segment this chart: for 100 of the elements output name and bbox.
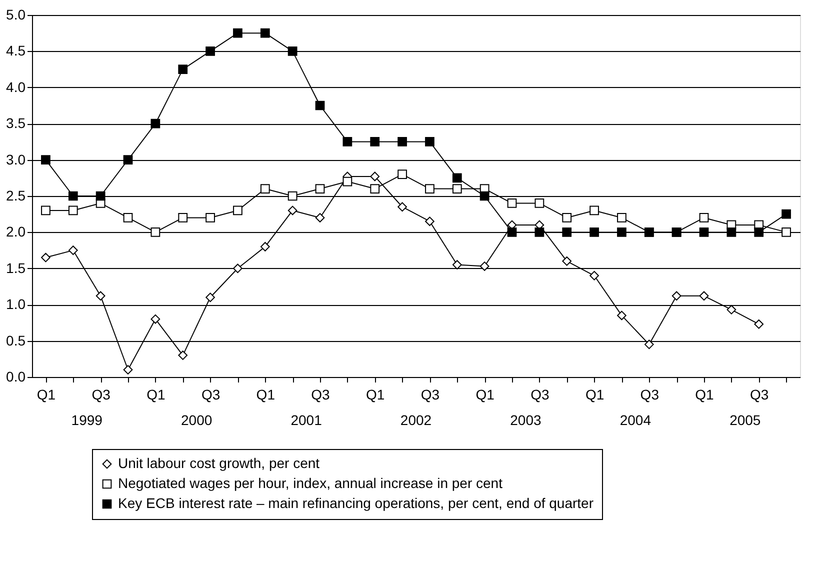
point bbox=[754, 228, 764, 237]
point bbox=[562, 213, 572, 222]
point bbox=[617, 310, 626, 320]
y-tick-label: 4.5 bbox=[6, 42, 26, 59]
point bbox=[178, 350, 188, 360]
x-tick-label: Q1 bbox=[146, 386, 166, 402]
point bbox=[41, 252, 50, 262]
point bbox=[233, 264, 242, 274]
point bbox=[41, 206, 50, 216]
point bbox=[398, 170, 407, 179]
point bbox=[150, 314, 160, 324]
point bbox=[782, 209, 791, 219]
legend-label: Negotiated wages per hour, index, annual increase in per cent bbox=[118, 475, 503, 491]
point bbox=[699, 213, 709, 222]
point bbox=[150, 118, 160, 128]
y-tick-label: 5.0 bbox=[6, 6, 26, 22]
y-tick-label: 2.5 bbox=[6, 188, 26, 204]
point bbox=[452, 184, 462, 194]
point bbox=[699, 291, 709, 301]
point bbox=[123, 213, 133, 222]
point bbox=[123, 365, 133, 374]
point bbox=[370, 137, 380, 146]
point bbox=[370, 172, 380, 182]
x-tick-label: Q3 bbox=[201, 386, 220, 402]
text: 2003 bbox=[510, 412, 542, 428]
x-tick-label: Q3 bbox=[640, 386, 660, 402]
point bbox=[288, 206, 298, 216]
point bbox=[342, 137, 352, 146]
x-tick-label: Q1 bbox=[695, 386, 714, 402]
point bbox=[260, 28, 270, 38]
point bbox=[507, 228, 517, 237]
legend-label: Unit labour cost growth, per cent bbox=[118, 455, 320, 471]
point bbox=[260, 184, 270, 194]
point bbox=[562, 256, 572, 266]
point bbox=[534, 228, 544, 237]
point bbox=[562, 228, 572, 237]
x-tick-label: Q1 bbox=[36, 386, 56, 402]
y-tick-label: 1.0 bbox=[6, 296, 26, 312]
point bbox=[617, 228, 626, 237]
point bbox=[233, 28, 242, 38]
y-tick-label: 2.0 bbox=[6, 224, 26, 240]
point bbox=[150, 228, 160, 237]
point bbox=[590, 270, 599, 280]
text: 2005 bbox=[730, 412, 761, 428]
text: 2004 bbox=[620, 412, 652, 428]
point bbox=[178, 213, 188, 222]
point bbox=[206, 46, 215, 56]
point bbox=[342, 176, 352, 186]
y-tick-label: 0.5 bbox=[6, 332, 26, 348]
point bbox=[398, 137, 407, 146]
point bbox=[726, 228, 736, 237]
point bbox=[425, 137, 434, 146]
point bbox=[425, 184, 434, 194]
point bbox=[315, 100, 325, 110]
text: 1999 bbox=[71, 412, 103, 428]
point bbox=[452, 260, 462, 270]
y-tick-label: 4.0 bbox=[6, 78, 26, 95]
point bbox=[672, 291, 682, 301]
point bbox=[288, 191, 298, 201]
point bbox=[699, 228, 709, 237]
point bbox=[617, 213, 626, 222]
x-tick-label: Q3 bbox=[311, 386, 330, 402]
x-tick-label: Q3 bbox=[750, 386, 769, 402]
x-tick-label: Q1 bbox=[366, 386, 385, 402]
point bbox=[590, 228, 599, 237]
x-tick-label: Q1 bbox=[256, 386, 276, 402]
point bbox=[260, 242, 270, 252]
point bbox=[288, 46, 298, 56]
x-tick-label: Q1 bbox=[585, 386, 604, 402]
x-tick-label: Q3 bbox=[530, 386, 550, 402]
point bbox=[452, 173, 462, 183]
legend-label: Key ECB interest rate – main refinancing operations, per cent, end of quarter bbox=[118, 495, 594, 511]
point bbox=[370, 184, 380, 194]
point bbox=[96, 191, 106, 201]
point bbox=[206, 213, 215, 222]
point bbox=[782, 228, 791, 237]
text: 2001 bbox=[290, 412, 322, 428]
text: 2002 bbox=[400, 412, 432, 428]
point bbox=[233, 206, 242, 216]
point bbox=[315, 184, 325, 194]
point bbox=[534, 198, 544, 208]
point bbox=[178, 64, 188, 74]
point bbox=[398, 202, 407, 212]
point bbox=[507, 198, 517, 208]
x-tick-label: Q3 bbox=[420, 386, 440, 402]
y-tick-label: 3.0 bbox=[6, 151, 26, 168]
point bbox=[123, 155, 133, 164]
point bbox=[590, 206, 599, 216]
point bbox=[315, 213, 325, 222]
point bbox=[480, 262, 490, 271]
point bbox=[480, 191, 490, 201]
y-tick-label: 3.5 bbox=[6, 115, 26, 132]
y-tick-label: 1.5 bbox=[6, 260, 26, 276]
point bbox=[206, 292, 215, 302]
x-tick-label: Q3 bbox=[92, 386, 111, 402]
point bbox=[425, 216, 434, 226]
point bbox=[68, 191, 78, 201]
point bbox=[68, 206, 78, 216]
point bbox=[41, 155, 50, 164]
text: 2000 bbox=[180, 412, 212, 428]
